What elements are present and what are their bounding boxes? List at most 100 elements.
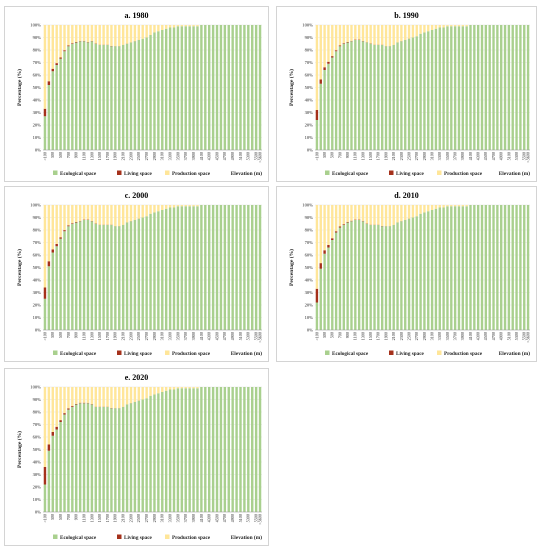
ecological-bar [78, 41, 82, 150]
y-tick-label: 40% [305, 98, 314, 103]
x-tick-label: <100 [314, 152, 319, 161]
ecological-bar [102, 225, 105, 330]
production-bar [450, 25, 453, 27]
ecological-legend-swatch [53, 170, 58, 175]
production-bar [427, 205, 430, 212]
x-tick-label: 5100 [506, 332, 511, 340]
production-bar [110, 387, 113, 408]
production-bar [157, 387, 160, 394]
x-tick-label: 3500 [175, 152, 180, 160]
production-bar [384, 25, 388, 47]
x-tick-label: 1700 [376, 332, 381, 340]
y-tick-label: 20% [33, 303, 42, 308]
ecological-bar [90, 41, 94, 150]
ecological-bar [176, 388, 180, 512]
production-bar [434, 25, 438, 29]
x-tick-label: 4100 [468, 152, 473, 160]
ecological-bar [492, 25, 495, 150]
ecological-bar [484, 25, 488, 150]
x-tick-label: 2900 [152, 332, 157, 340]
production-bar [125, 205, 129, 223]
ecological-bar [496, 25, 499, 150]
production-bar [357, 205, 361, 220]
production-bar [63, 205, 66, 231]
production-legend-swatch [437, 350, 442, 355]
ecological-bar [106, 45, 109, 150]
production-bar [430, 25, 434, 30]
ecological-bar [102, 45, 105, 150]
y-tick-label: 60% [305, 73, 314, 78]
production-bar [110, 25, 113, 46]
production-bar [43, 205, 47, 288]
ecological-bar [243, 387, 246, 512]
x-tick-label: 4300 [207, 152, 212, 160]
production-bar [404, 205, 407, 220]
living-bar [55, 426, 58, 430]
production-bar [164, 205, 168, 209]
x-tick-label: 3300 [437, 332, 442, 340]
ecological-bar [188, 206, 191, 330]
y-tick-label: 40% [33, 278, 42, 283]
ecological-bar [247, 387, 250, 512]
living-legend-swatch [117, 534, 122, 539]
x-tick-label: 900 [74, 152, 79, 158]
production-bar [357, 25, 361, 40]
ecological-bar [67, 409, 70, 512]
ecological-bar [323, 253, 326, 330]
ecological-bar [118, 226, 121, 330]
ecological-bar [258, 387, 262, 512]
x-tick-label: 3700 [453, 152, 458, 160]
x-tick-label: 4700 [491, 152, 496, 160]
production-bar [161, 25, 164, 30]
ecological-bar [149, 35, 152, 150]
ecological-bar [473, 25, 476, 150]
ecological-bar [519, 205, 522, 330]
living-bar [75, 403, 78, 405]
x-tick-label: 1700 [376, 152, 381, 160]
chart-title: e. 2020 [125, 373, 149, 382]
production-bar [125, 25, 129, 44]
ecological-bar [357, 220, 361, 330]
y-tick-label: 20% [33, 123, 42, 128]
ecological-bar [315, 302, 319, 330]
ecological-bar [457, 206, 461, 330]
x-tick-label: 5300 [246, 514, 251, 522]
y-tick-label: 60% [33, 253, 42, 258]
production-bar [350, 25, 353, 41]
ecological-bar [118, 408, 121, 512]
legend: Ecological space Living space Production s… [325, 350, 483, 357]
ecological-bar [86, 42, 90, 150]
ecological-bar [404, 220, 407, 330]
ecological-bar [423, 212, 426, 330]
ecological-bar [251, 25, 254, 150]
ecological-bar [168, 27, 172, 150]
x-tick-label: 1900 [113, 514, 118, 522]
chart-panel-2020: e. 2020 0% 10% 20% 30% 40% 50% 60% 70% 80% 90% 100%… [4, 368, 269, 546]
living-bar [55, 244, 58, 247]
production-bar [133, 205, 137, 220]
ecological-legend-swatch [325, 350, 330, 355]
ecological-bar [354, 220, 357, 330]
production-bar [369, 205, 372, 225]
ecological-bar [523, 25, 526, 150]
x-tick-label: 2100 [121, 152, 126, 160]
living-legend-swatch [389, 350, 394, 355]
living-bar [338, 45, 342, 47]
ecological-bar [227, 25, 230, 150]
production-bar [172, 25, 176, 28]
production-bar [188, 205, 191, 207]
production-bar [102, 25, 105, 45]
legend: Ecological space Living space Production s… [325, 170, 483, 177]
ecological-bar [526, 205, 530, 330]
ecological-bar [153, 212, 156, 330]
production-bar [137, 205, 141, 219]
x-tick-label: <100 [42, 514, 47, 523]
production-bar [51, 205, 54, 250]
production-bar [118, 205, 121, 227]
production-bar [388, 25, 392, 47]
ecological-bar [200, 387, 203, 512]
production-bar [461, 25, 465, 27]
ecological-bar [51, 252, 54, 330]
chart-2020: e. 2020 0% 10% 20% 30% 40% 50% 60% 70% 80% 90% 100%… [16, 373, 262, 541]
ecological-bar [243, 205, 246, 330]
